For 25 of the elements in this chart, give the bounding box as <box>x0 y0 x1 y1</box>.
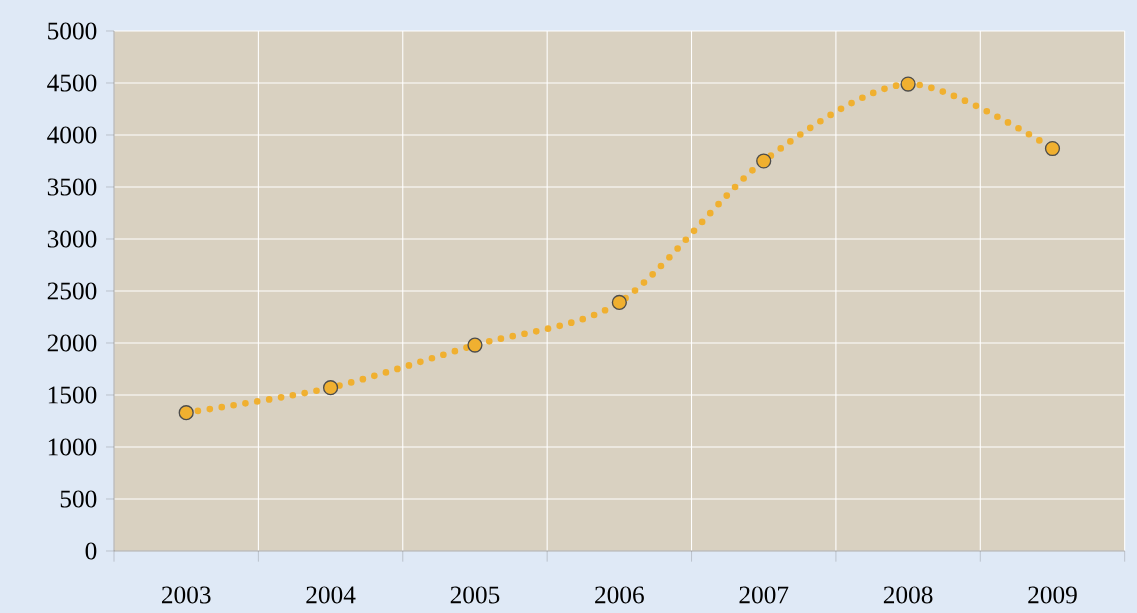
y-tick-label: 500 <box>60 490 97 508</box>
x-tick-label: 2009 <box>1028 586 1077 604</box>
point <box>467 337 483 353</box>
x-tick-label: 2005 <box>450 586 500 604</box>
y-tick-label: 1500 <box>48 386 97 404</box>
x-tick-label: 2007 <box>739 586 789 604</box>
y-tick-label: 3000 <box>47 230 97 248</box>
point <box>1044 140 1061 157</box>
point <box>322 380 339 396</box>
y-tick-label: 1000 <box>48 438 97 456</box>
y-tick-label: 2500 <box>47 282 97 300</box>
y-tick-label: 4000 <box>47 126 97 144</box>
point <box>178 405 194 421</box>
x-tick-label: 2006 <box>595 586 644 604</box>
x-tick-label: 2004 <box>306 586 356 604</box>
point <box>756 153 772 169</box>
x-tick-label: 2003 <box>161 586 211 604</box>
x-tick-label: 2008 <box>883 586 933 604</box>
y-tick-label: 0 <box>85 542 97 560</box>
y-tick-label: 4500 <box>47 74 97 92</box>
y-tick-label: 5000 <box>48 22 97 40</box>
y-tick-label: 3500 <box>47 178 97 196</box>
point <box>900 76 916 92</box>
y-tick-label: 2000 <box>47 334 97 352</box>
point <box>611 294 627 311</box>
